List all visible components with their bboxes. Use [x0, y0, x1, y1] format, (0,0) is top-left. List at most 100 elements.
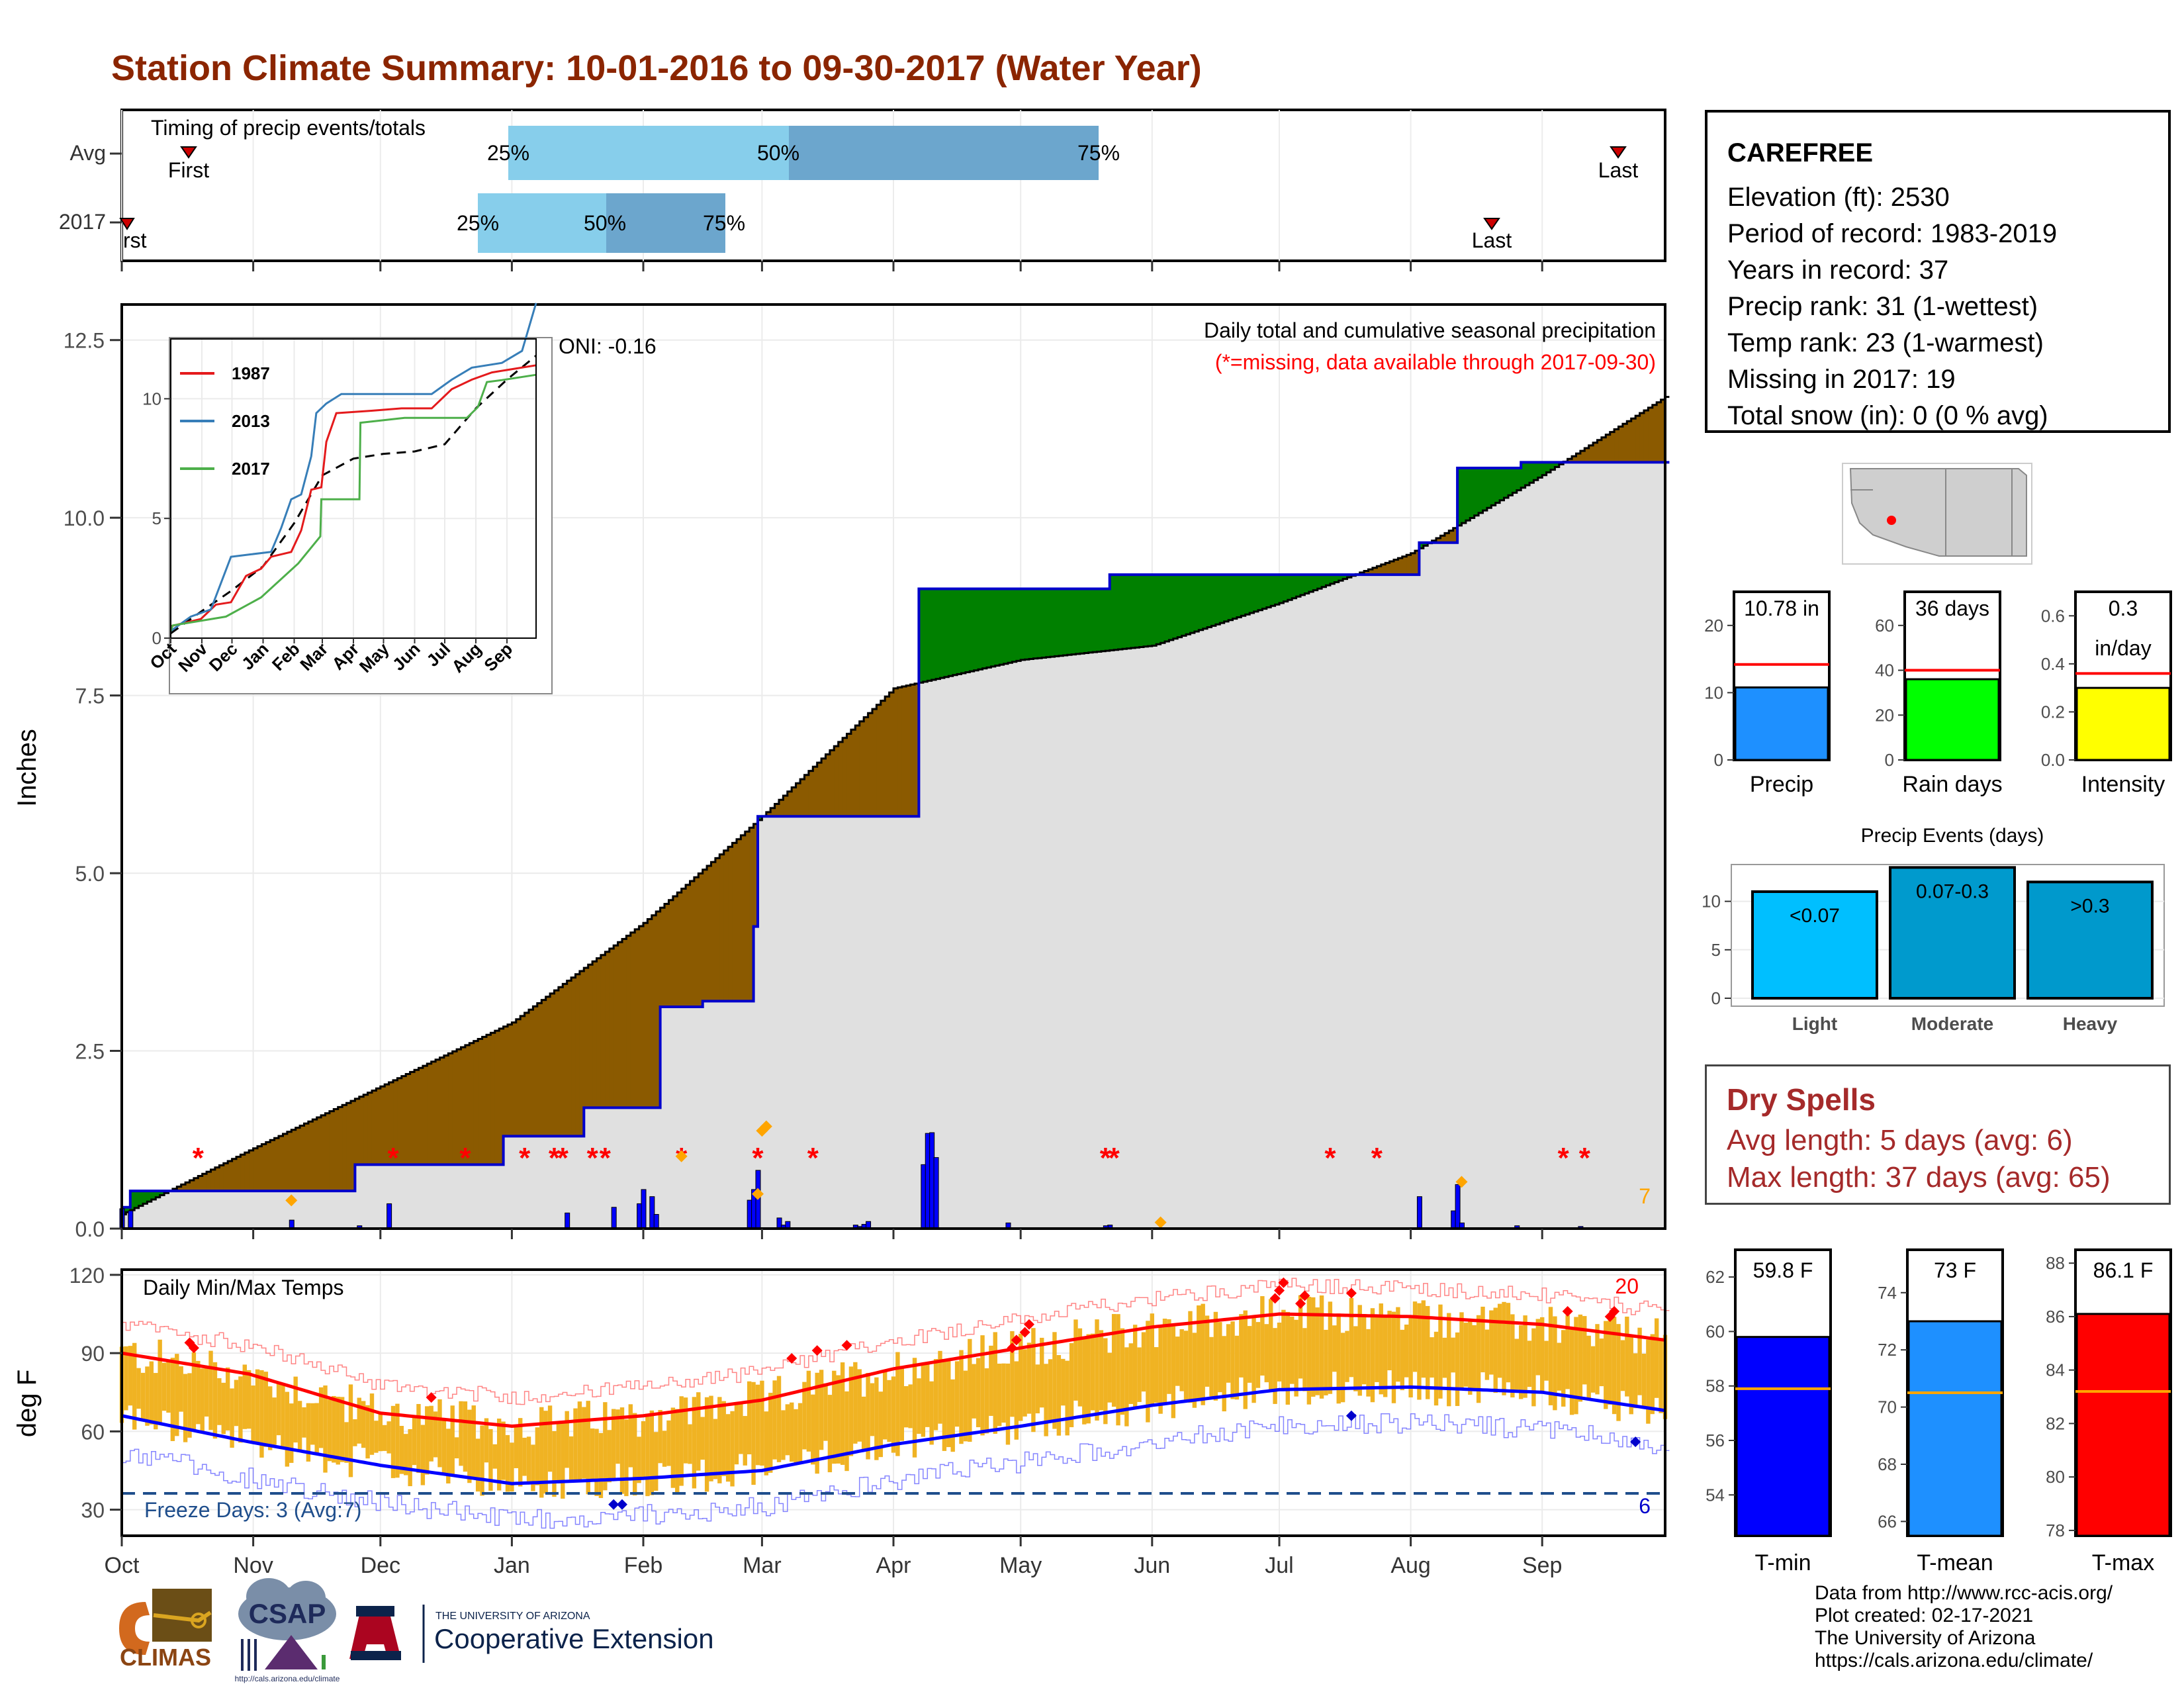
daily-temp-bar [318, 1387, 324, 1448]
above-normal-area [1236, 575, 1242, 618]
below-normal-area [787, 791, 792, 817]
observed-cumulative-line [122, 461, 1670, 1209]
above-normal-area [1054, 588, 1060, 657]
daily-temp-bar [1557, 1342, 1562, 1391]
events-title: Precip Events (days) [1861, 825, 2044, 847]
daily-temp-bar [815, 1372, 819, 1474]
above-normal-area [1042, 588, 1047, 658]
below-normal-area [1402, 556, 1407, 575]
daily-temp-bar [755, 1384, 760, 1466]
below-normal-area [452, 1051, 457, 1165]
daily-temp-bar [819, 1370, 824, 1450]
above-normal-area [936, 588, 940, 679]
summary-bar-value-label2: in/day [2095, 636, 2151, 660]
above-normal-area [1075, 588, 1081, 654]
daily-temp-bar [238, 1376, 243, 1443]
above-normal-area [957, 588, 962, 675]
daily-temp-bar [649, 1410, 655, 1495]
below-normal-area [596, 958, 602, 1108]
station-dot [1887, 516, 1896, 525]
y2017-last-marker [1483, 218, 1500, 230]
hot-extreme-marker [786, 1353, 797, 1364]
daily-temp-bar [285, 1391, 290, 1467]
below-normal-area [672, 896, 678, 1007]
missing-marker: * [1324, 1142, 1336, 1174]
daily-temp-bar [1637, 1327, 1642, 1395]
daily-temp-bar [993, 1332, 997, 1434]
station-precip-rank: Precip rank: 31 (1-wettest) [1727, 292, 2038, 321]
daily-temp-bar [1633, 1353, 1638, 1409]
avg-last-marker [1610, 146, 1627, 159]
daily-temp-bar [1077, 1328, 1083, 1407]
daily-temp-bar [573, 1408, 578, 1482]
daily-temp-bar [1625, 1316, 1629, 1397]
below-normal-area [1601, 437, 1606, 463]
daily-temp-bar [263, 1372, 269, 1447]
daily-temp-bar [811, 1394, 815, 1465]
daily-temp-bar [1531, 1328, 1536, 1407]
daily-temp-bar [751, 1382, 756, 1485]
daily-temp-bar [1268, 1299, 1273, 1391]
daily-temp-bar [1146, 1321, 1150, 1423]
temp-xtick-label: Jul [1265, 1553, 1293, 1578]
above-normal-area [1220, 575, 1225, 624]
daily-temp-bar [255, 1369, 260, 1444]
station-temp-rank: Temp rank: 23 (1-warmest) [1727, 328, 2044, 357]
below-normal-area [1627, 421, 1632, 463]
below-normal-area [1639, 413, 1645, 463]
daily-temp-bar [1455, 1332, 1460, 1406]
above-normal-area [1105, 588, 1111, 651]
daily-temp-bar [641, 1421, 646, 1480]
daily-temp-bar [1484, 1329, 1490, 1380]
daily-temp-bar [230, 1388, 234, 1448]
daily-temp-bar [1574, 1317, 1578, 1415]
above-normal-area [1012, 588, 1017, 662]
below-normal-area [244, 1152, 250, 1192]
daily-temp-bar [832, 1370, 837, 1464]
below-normal-area [359, 1096, 364, 1165]
credit-url: https://cals.arizona.edu/climate/ [1815, 1650, 2093, 1671]
events-bar [1751, 890, 1878, 1000]
avg-first-label: First [168, 158, 209, 182]
below-normal-area [614, 945, 619, 1108]
y2017-p50-p75-bar [606, 193, 725, 253]
below-normal-area [431, 1061, 436, 1165]
daily-temp-bar [314, 1403, 319, 1454]
daily-temp-bar [1412, 1301, 1418, 1372]
missing-marker: * [807, 1142, 819, 1174]
daily-temp-bar [1311, 1297, 1316, 1397]
below-normal-area [715, 858, 720, 1002]
daily-temp-bar [997, 1364, 1002, 1427]
below-normal-area [1453, 528, 1458, 543]
daily-temp-bar [136, 1368, 141, 1409]
daily-temp-bar [921, 1365, 926, 1437]
below-normal-area [796, 783, 801, 817]
daily-temp-bar [158, 1339, 162, 1425]
daily-temp-bar [840, 1362, 845, 1465]
temp-summary-tick-label: 62 [1706, 1267, 1725, 1287]
daily-temp-bar [145, 1366, 150, 1426]
inset-line-1987 [170, 364, 537, 628]
page-title: Station Climate Summary: 10-01-2016 to 0… [111, 48, 1202, 88]
daily-temp-bar [827, 1395, 833, 1473]
hot-extreme-marker [188, 1342, 199, 1354]
below-normal-area [630, 932, 635, 1108]
below-normal-area [367, 1092, 373, 1165]
daily-temp-bar [1332, 1325, 1337, 1372]
daily-temp-bar [302, 1407, 306, 1438]
below-normal-area [295, 1127, 300, 1192]
daily-temp-bar [1290, 1316, 1295, 1384]
missing-marker: * [519, 1142, 531, 1174]
daily-temp-bar [124, 1346, 128, 1411]
missing-marker: * [557, 1142, 569, 1174]
daily-temp-bar [1442, 1337, 1447, 1378]
daily-temp-bar [908, 1384, 913, 1429]
daily-temp-bar [1590, 1346, 1596, 1393]
daily-temp-bar [437, 1399, 442, 1468]
daily-temp-bar [556, 1423, 561, 1484]
cold-extreme-marker [1345, 1410, 1357, 1421]
daily-temp-bar [463, 1401, 468, 1472]
cold-extreme-marker [608, 1499, 619, 1510]
missing-marker: * [600, 1142, 612, 1174]
daily-temp-bar [543, 1411, 548, 1494]
